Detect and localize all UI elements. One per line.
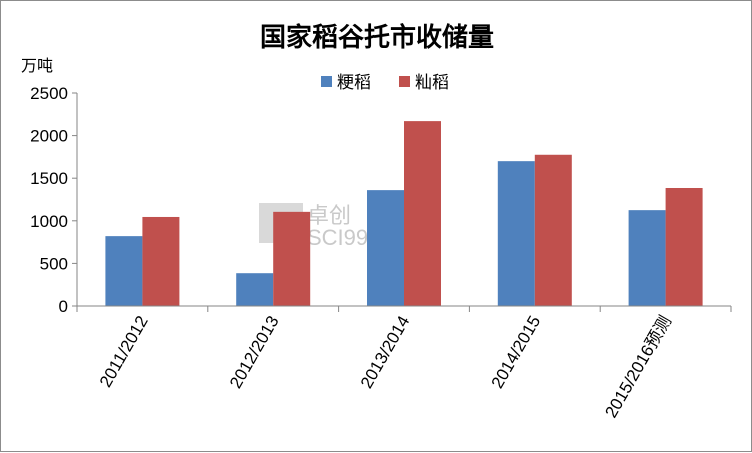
legend-label: 粳稻: [337, 73, 371, 93]
y-tick-label: 1500: [30, 169, 68, 188]
legend-swatch: [321, 76, 332, 87]
x-tick-label: 2013/2014: [357, 313, 414, 392]
y-axis-unit-label: 万吨: [21, 56, 53, 75]
bar: [105, 236, 143, 306]
bar: [367, 190, 404, 306]
chart-title: 国家稻谷托市收储量: [260, 22, 494, 53]
bar: [142, 216, 180, 306]
legend: 粳稻 籼稻: [321, 73, 449, 93]
bar: [236, 273, 274, 306]
bar: [665, 187, 703, 306]
x-tick-label: 2015/2016预测: [601, 313, 675, 422]
x-tick-label: 2011/2012: [96, 313, 152, 391]
x-tick-label: 2014/2015: [488, 313, 545, 392]
bar: [628, 210, 666, 306]
x-tick-label: 2012/2013: [226, 313, 283, 392]
y-tick-label: 500: [40, 254, 68, 273]
y-tick-label: 0: [59, 297, 68, 316]
bar: [404, 121, 441, 306]
watermark-cn: 卓创: [307, 203, 351, 228]
bar: [534, 154, 572, 306]
x-axis: 2011/2012 2012/2013 2013/2014 2014/2015 2015…: [76, 305, 732, 422]
bar: [273, 211, 311, 306]
legend-swatch: [399, 76, 410, 87]
y-tick-label: 2000: [30, 127, 68, 146]
bar: [497, 161, 535, 306]
y-tick-label: 2500: [30, 84, 68, 103]
y-tick-label: 1000: [30, 212, 68, 231]
bars: [105, 121, 703, 306]
y-axis: 0 500 1000 1500 2000 2500: [30, 84, 78, 316]
legend-label: 籼稻: [415, 73, 449, 93]
